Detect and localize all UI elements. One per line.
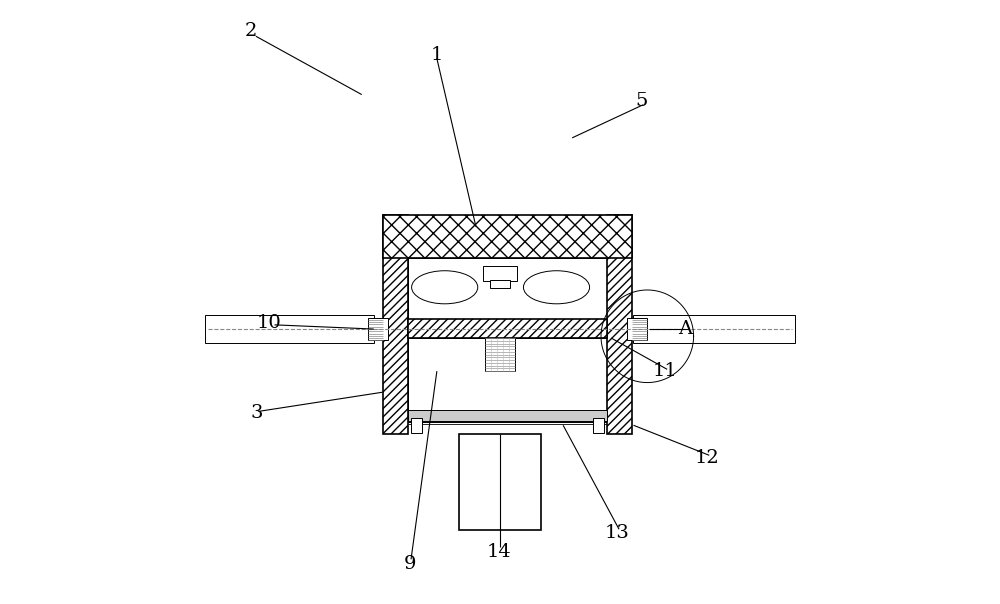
Bar (607, 215, 632, 434)
Text: 9: 9 (404, 554, 416, 573)
Bar (408, 319, 607, 338)
Bar (490, 280, 510, 289)
Bar (411, 418, 422, 433)
Text: 10: 10 (256, 314, 281, 332)
Ellipse shape (523, 271, 590, 304)
Bar (368, 318, 388, 341)
Bar (633, 315, 795, 344)
Text: 2: 2 (244, 22, 257, 40)
Bar (205, 315, 374, 344)
Ellipse shape (412, 271, 478, 304)
Bar (383, 215, 408, 434)
Text: 11: 11 (653, 362, 678, 380)
Text: 12: 12 (695, 449, 720, 467)
Bar (408, 410, 607, 421)
Text: 13: 13 (605, 524, 630, 542)
Bar (593, 418, 604, 433)
Bar (459, 434, 541, 530)
Bar (627, 318, 647, 341)
Bar (483, 266, 517, 281)
Bar (485, 338, 515, 371)
Text: 5: 5 (635, 92, 647, 109)
Bar (383, 215, 632, 258)
Text: 1: 1 (431, 47, 443, 65)
Text: A: A (678, 320, 692, 338)
Bar (408, 258, 607, 319)
Text: 3: 3 (250, 404, 263, 422)
Text: 14: 14 (486, 542, 511, 561)
Bar (408, 338, 607, 422)
